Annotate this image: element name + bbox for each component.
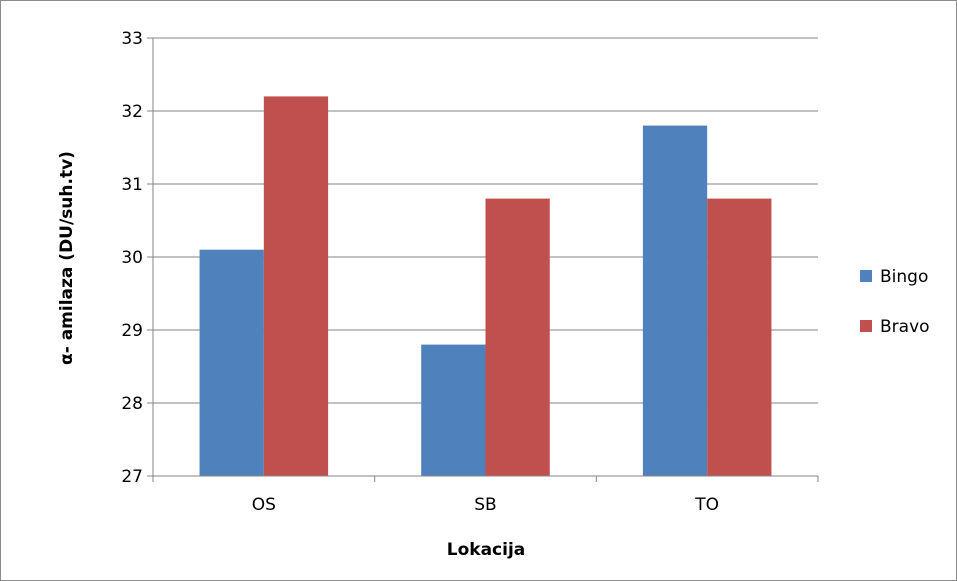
bar-bravo-to <box>707 198 772 476</box>
legend: Bingo Bravo <box>860 267 930 337</box>
bar-bravo-os <box>263 96 329 477</box>
y-tick-label: 33 <box>121 29 143 49</box>
y-tick-label: 31 <box>121 175 143 195</box>
y-tick-label: 28 <box>121 394 143 414</box>
bars <box>199 96 772 477</box>
x-axis-title: Lokacija <box>447 540 526 560</box>
x-tick-label: OS <box>252 495 276 515</box>
bar-bingo-sb <box>421 344 486 476</box>
y-tick-label: 30 <box>121 248 143 268</box>
x-tick-label: SB <box>474 495 496 515</box>
y-tick-label: 29 <box>121 321 143 341</box>
legend-label-bravo: Bravo <box>880 317 930 337</box>
y-tick-label: 27 <box>121 467 143 487</box>
bar-bingo-to <box>642 125 708 476</box>
y-tick-label: 32 <box>121 102 143 122</box>
y-axis-title: α- amilaza (DU/suh.tv) <box>57 151 77 365</box>
legend-swatch-bravo <box>860 320 872 332</box>
y-tick-labels: 27 28 29 30 31 32 33 <box>121 29 143 487</box>
x-tick-labels: OS SB TO <box>252 495 719 515</box>
legend-label-bingo: Bingo <box>880 267 928 287</box>
x-tick-label: TO <box>694 495 719 515</box>
bar-bravo-sb <box>485 198 550 476</box>
bar-bingo-os <box>199 249 264 476</box>
axes <box>147 37 819 482</box>
legend-swatch-bingo <box>860 270 872 282</box>
